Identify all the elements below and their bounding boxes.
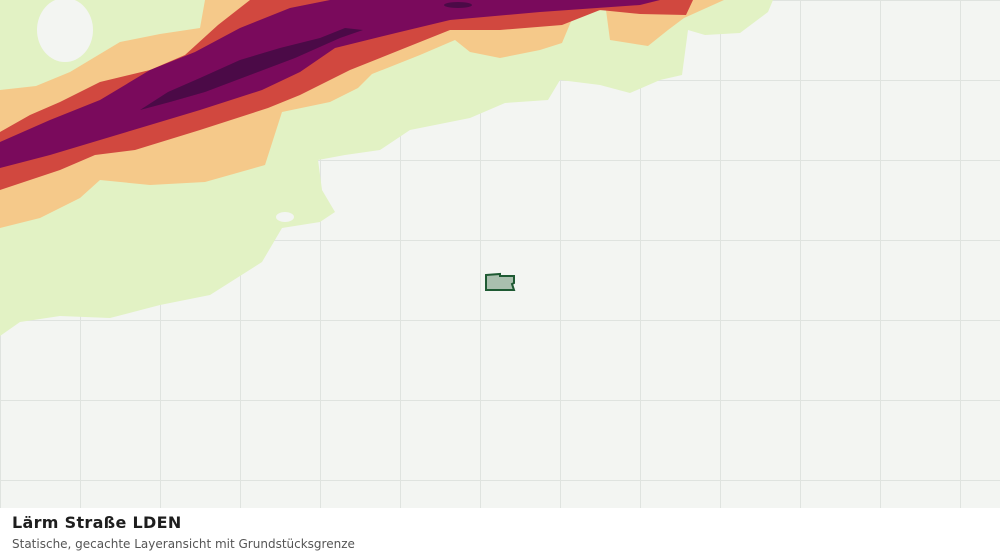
noise-band-75 — [444, 2, 472, 8]
clearing — [37, 0, 93, 62]
noise-band-70 — [0, 0, 660, 168]
map-subtitle: Statische, gecachte Layeransicht mit Gru… — [12, 537, 355, 551]
clearing — [276, 212, 294, 222]
parcel-boundary[interactable] — [485, 272, 516, 291]
noise-map — [0, 0, 1000, 508]
noise-band-75 — [140, 28, 363, 110]
map-title: Lärm Straße LDEN — [12, 513, 182, 532]
